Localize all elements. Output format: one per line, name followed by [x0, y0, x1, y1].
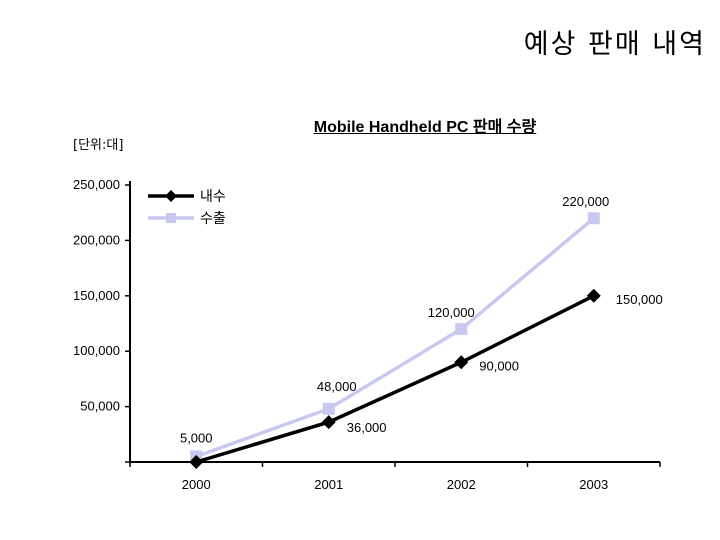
data-point-domestic: [321, 415, 336, 430]
series-line-export: [195, 216, 595, 459]
data-point-domestic: [189, 455, 204, 469]
data-label: 48,000: [317, 379, 357, 394]
data-point-export: [587, 212, 600, 225]
data-label: 150,000: [616, 292, 663, 307]
data-label: 36,000: [347, 420, 387, 435]
y-tick-label: 250,000: [73, 177, 120, 192]
data-label: 220,000: [562, 194, 609, 209]
y-tick-label: 50,000: [80, 399, 120, 414]
data-point-export: [322, 402, 335, 415]
data-point-domestic: [586, 288, 601, 303]
legend-label: 수출: [200, 210, 226, 226]
x-tick-label: 2003: [579, 477, 608, 492]
data-label: 120,000: [428, 305, 475, 320]
x-tick-label: 2002: [447, 477, 476, 492]
unit-label: [단위:대]: [73, 138, 124, 153]
data-point-domestic: [454, 355, 469, 370]
y-tick-label: 100,000: [73, 343, 120, 358]
data-point-export: [455, 323, 468, 336]
data-label: 90,000: [479, 358, 519, 373]
chart-title: Mobile Handheld PC 판매 수량: [313, 119, 537, 136]
x-tick-label: 2001: [314, 477, 343, 492]
legend-marker-square: [166, 213, 176, 223]
y-tick-label: 150,000: [73, 288, 120, 303]
x-tick-label: 2000: [182, 477, 211, 492]
page-title: 예상 판매 내역: [523, 29, 706, 60]
legend-label: 내수: [200, 188, 226, 204]
legend-marker-diamond: [165, 190, 177, 202]
y-tick-label: 200,000: [73, 232, 120, 247]
series-line-domestic: [195, 294, 595, 464]
data-label: 5,000: [180, 430, 213, 445]
